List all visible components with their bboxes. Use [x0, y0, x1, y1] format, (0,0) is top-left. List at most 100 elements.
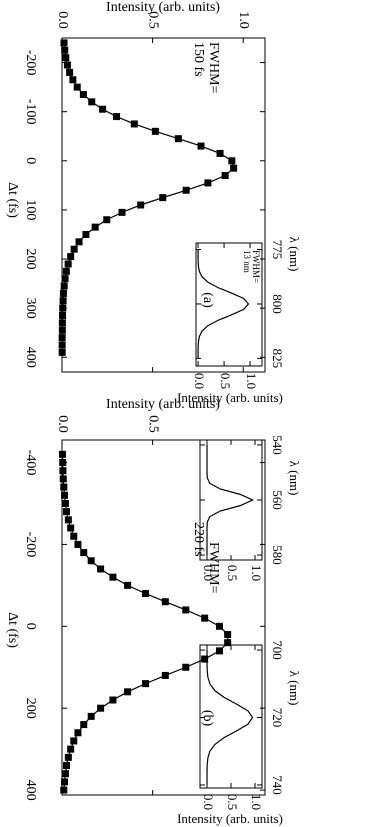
y-tick-label: 0.0 — [201, 794, 216, 810]
y-tick-label: 0.5 — [218, 373, 233, 389]
x-tick-label: -200 — [23, 50, 38, 76]
plot-frame — [61, 439, 266, 796]
x-tick-label: 800 — [270, 294, 285, 314]
x-tick-label: 200 — [23, 698, 38, 719]
y-tick-label: 0.0 — [201, 565, 216, 581]
data-point — [75, 238, 83, 246]
plot-frame — [61, 37, 266, 373]
x-tick-label: 0 — [23, 157, 38, 164]
x-axis-label: Δt (fs) — [5, 182, 20, 218]
data-point — [58, 326, 66, 334]
data-point — [64, 753, 72, 761]
data-point — [58, 334, 66, 342]
data-point — [73, 83, 81, 91]
data-point — [61, 46, 69, 54]
data-point — [130, 120, 138, 128]
data-point — [61, 770, 69, 778]
y-tick-label: 0.5 — [225, 565, 240, 581]
data-point — [97, 565, 105, 573]
annotation: FWHM= — [251, 250, 261, 283]
x-tick-label: 400 — [23, 347, 38, 368]
x-tick-label: 825 — [270, 349, 285, 369]
x-axis-label: λ (nm) — [287, 237, 302, 272]
data-point — [142, 680, 150, 688]
data-point — [109, 573, 117, 581]
data-point — [87, 557, 95, 565]
data-point — [201, 614, 209, 622]
data-point — [137, 201, 145, 209]
data-point — [79, 90, 87, 98]
data-point — [224, 630, 232, 638]
y-axis-label: Intensity (arb. units) — [177, 390, 283, 405]
y-axis-label: Intensity (arb. units) — [177, 811, 283, 826]
x-tick-label: 720 — [270, 708, 285, 728]
y-tick-label: 0.5 — [225, 794, 240, 810]
data-point — [62, 267, 70, 275]
data-point — [182, 186, 190, 194]
data-point — [63, 508, 71, 516]
x-tick-label: 700 — [270, 640, 285, 660]
data-point — [67, 524, 75, 532]
data-point — [67, 745, 75, 753]
data-line — [206, 444, 255, 556]
data-point — [61, 275, 69, 283]
x-tick-label: -400 — [23, 450, 38, 476]
annotation: FWHM= — [206, 542, 221, 594]
data-point — [62, 54, 70, 62]
data-point — [64, 516, 72, 524]
data-line — [206, 650, 254, 785]
data-point — [230, 164, 238, 172]
y-tick-label: 1.0 — [244, 373, 259, 389]
data-point — [59, 475, 67, 483]
plot-frame — [195, 242, 263, 367]
data-point — [63, 61, 71, 69]
x-tick-label: 775 — [270, 240, 285, 260]
x-tick-label: 200 — [23, 249, 38, 270]
data-point — [80, 549, 88, 557]
y-tick-label: 0.5 — [145, 415, 160, 433]
data-point — [201, 655, 209, 663]
data-point — [59, 304, 67, 312]
data-point — [204, 179, 212, 187]
data-point — [80, 721, 88, 729]
data-point — [161, 671, 169, 679]
data-point — [216, 622, 224, 630]
panel-label: (a) — [200, 292, 215, 308]
data-point — [60, 483, 68, 491]
y-tick-label: 0.0 — [55, 11, 70, 29]
data-point — [221, 172, 229, 180]
data-point — [161, 598, 169, 606]
data-point — [67, 253, 75, 261]
data-point — [174, 135, 182, 143]
x-axis-label: Δt (fs) — [5, 612, 20, 648]
data-point — [124, 581, 132, 589]
data-point — [91, 223, 99, 231]
data-point — [159, 194, 167, 202]
x-axis-label: λ (nm) — [287, 461, 302, 496]
x-tick-label: 580 — [270, 545, 285, 565]
x-tick-label: -100 — [23, 99, 38, 125]
data-point — [64, 260, 72, 268]
x-tick-label: -200 — [23, 532, 38, 558]
x-tick-label: 100 — [23, 199, 38, 220]
y-tick-label: 1.0 — [236, 11, 251, 29]
data-point — [197, 142, 205, 150]
data-point — [60, 39, 68, 47]
data-point — [216, 149, 224, 157]
y-tick-label: 0.0 — [192, 373, 207, 389]
data-point — [224, 639, 232, 647]
data-point — [228, 157, 236, 165]
data-point — [61, 499, 69, 507]
data-point — [87, 712, 95, 720]
y-axis-label: Intensity (arb. units) — [106, 0, 220, 15]
data-point — [216, 647, 224, 655]
data-point — [74, 540, 82, 548]
data-point — [82, 230, 90, 238]
data-point — [124, 688, 132, 696]
y-tick-label: 1.0 — [249, 794, 264, 810]
data-point — [63, 762, 71, 770]
data-point — [58, 348, 66, 356]
data-point — [69, 76, 77, 84]
data-point — [61, 778, 69, 786]
data-point — [66, 68, 74, 76]
